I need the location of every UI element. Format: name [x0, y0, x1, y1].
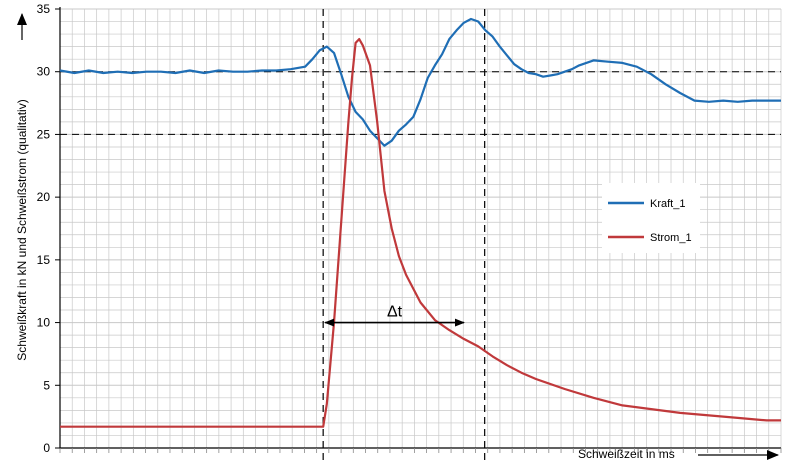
y-tick-label: 25	[37, 127, 51, 141]
y-tick-label: 30	[37, 65, 51, 79]
legend-label: Kraft_1	[650, 198, 685, 210]
legend: Kraft_1 Strom_1	[602, 183, 700, 253]
series-layer	[59, 17, 781, 428]
y-tick-label: 0	[43, 441, 50, 455]
reference-lines	[60, 9, 781, 460]
y-tick-label: 5	[43, 378, 50, 392]
delta-t-label: Δt	[387, 304, 403, 321]
legend-box	[602, 183, 700, 253]
legend-label: Strom_1	[650, 232, 692, 244]
y-tick-label: 20	[37, 190, 51, 204]
series-line-strom-1	[60, 37, 781, 428]
y-axis-title: Schweißkraft in kN und Schweißstrom (qua…	[15, 99, 29, 360]
annotation-layer: Δt	[324, 304, 465, 327]
axes: 0 5 10 15 20 25 30 35	[17, 2, 782, 460]
y-tick-label: 35	[37, 2, 51, 16]
y-tick-label: 10	[37, 316, 51, 330]
series-line-kraft-1	[59, 17, 781, 147]
y-tick-label: 15	[37, 253, 51, 267]
x-axis-title: Schweißzeit in ms	[578, 447, 675, 461]
